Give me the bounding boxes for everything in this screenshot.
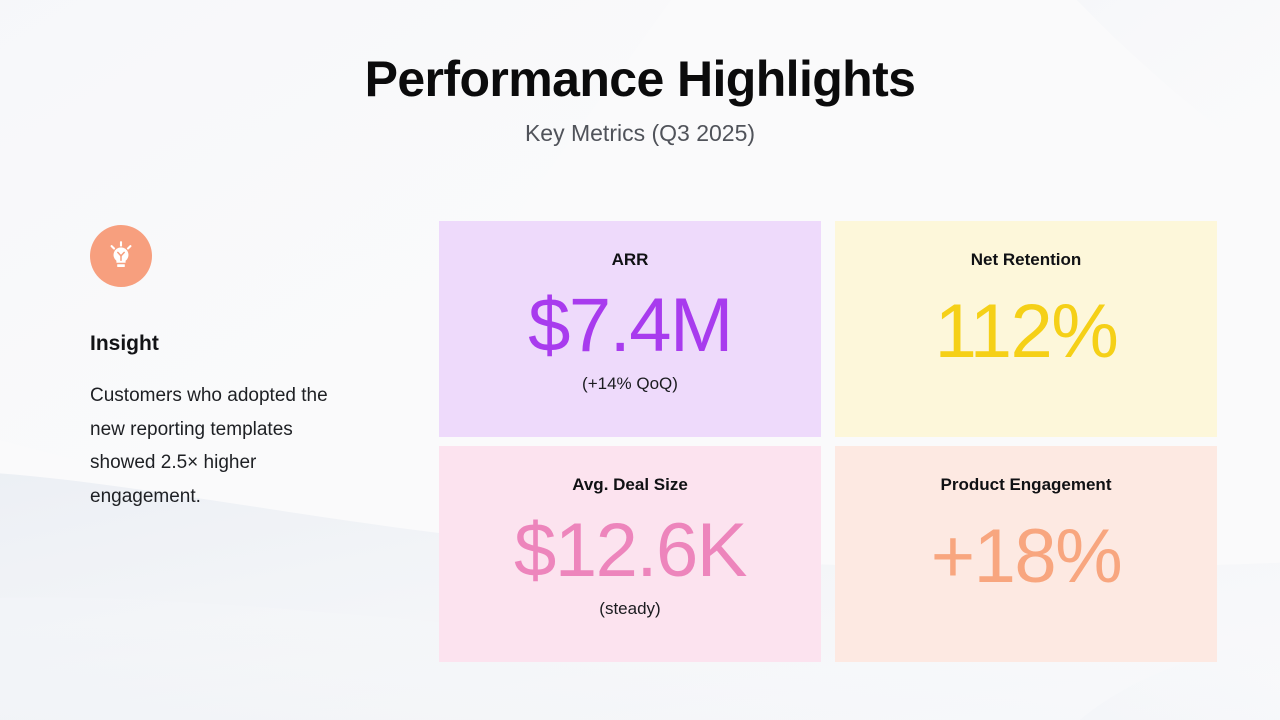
insight-body: Customers who adopted the new reporting … <box>90 385 328 507</box>
metric-delta: (steady) <box>599 599 661 618</box>
metric-card-arr[interactable]: ARR $7.4M (+14% QoQ) <box>439 221 821 437</box>
slide-header: Performance Highlights Key Metrics (Q3 2… <box>0 48 1280 148</box>
insight-badge <box>90 225 152 287</box>
metric-value: $7.4M <box>528 283 733 368</box>
metric-value: +18% <box>930 514 1123 599</box>
metric-delta: (+14% QoQ) <box>582 374 678 393</box>
metric-label: ARR <box>611 250 649 269</box>
page-title: Performance Highlights <box>364 51 916 107</box>
metric-label: Product Engagement <box>940 475 1112 494</box>
metric-value: 112% <box>934 289 1119 374</box>
metric-value: $12.6K <box>514 508 747 593</box>
insight-heading: Insight <box>90 332 159 355</box>
metric-label: Avg. Deal Size <box>572 475 688 494</box>
metric-card-grid: ARR $7.4M (+14% QoQ) Net Retention 112% … <box>439 221 1217 662</box>
metric-card-product-engagement[interactable]: Product Engagement +18% <box>835 446 1217 662</box>
metric-card-avg-deal-size[interactable]: Avg. Deal Size $12.6K (steady) <box>439 446 821 662</box>
page-subtitle: Key Metrics (Q3 2025) <box>524 120 756 146</box>
metric-label: Net Retention <box>970 250 1082 269</box>
metric-card-net-retention[interactable]: Net Retention 112% <box>835 221 1217 437</box>
lightbulb-icon <box>110 241 132 267</box>
insight-panel: Insight Customers who adopted the new re… <box>90 225 340 513</box>
